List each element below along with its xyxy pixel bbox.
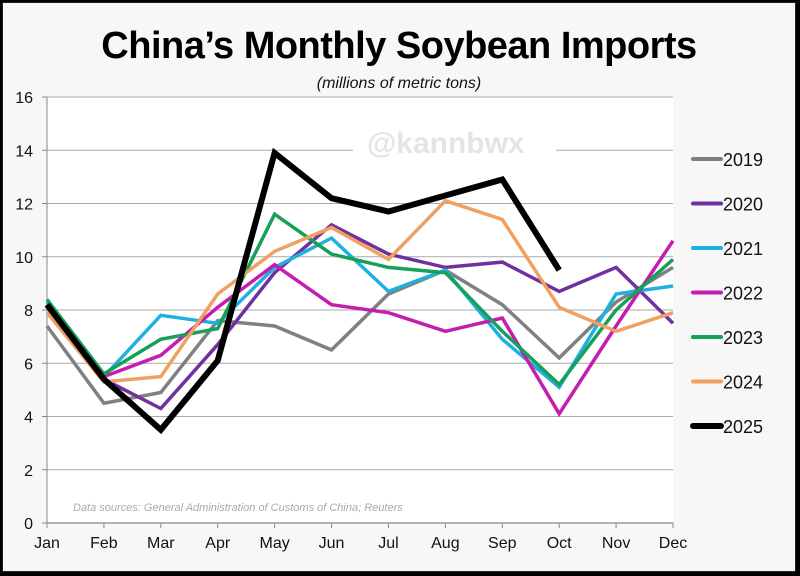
legend-item-2021: 2021 xyxy=(691,239,763,259)
legend-label: 2019 xyxy=(723,150,763,170)
chart-title: China’s Monthly Soybean Imports xyxy=(101,25,697,67)
x-tick-label: Oct xyxy=(547,535,572,552)
series-line-2020 xyxy=(45,222,675,411)
y-tick-label: 0 xyxy=(24,516,33,533)
legend-item-2025: 2025 xyxy=(690,417,763,437)
legend-item-2024: 2024 xyxy=(691,373,763,393)
source-note: Data sources: General Administration of … xyxy=(73,502,403,514)
y-tick-label: 8 xyxy=(24,303,33,320)
legend-label: 2023 xyxy=(723,328,763,348)
legend-label: 2021 xyxy=(723,239,763,259)
y-axis: 0 2 4 6 8 10 12 14 16 xyxy=(15,90,48,533)
x-tick-label: Jan xyxy=(34,535,60,552)
legend-item-2020: 2020 xyxy=(691,195,763,215)
watermark: @kannbwx xyxy=(367,127,525,160)
series-line-2023 xyxy=(45,211,675,388)
x-tick-label: Sep xyxy=(488,535,517,552)
series-line-2019 xyxy=(45,265,674,406)
y-tick-label: 2 xyxy=(24,463,33,480)
chart-subtitle: (millions of metric tons) xyxy=(316,75,482,92)
legend-item-2023: 2023 xyxy=(691,328,763,348)
series-line-2024 xyxy=(45,198,674,384)
x-tick-label: Mar xyxy=(147,535,175,552)
y-tick-label: 16 xyxy=(15,90,33,107)
y-tick-label: 14 xyxy=(15,143,33,160)
y-tick-label: 10 xyxy=(15,250,33,267)
x-tick-label: Aug xyxy=(431,535,459,552)
y-tick-label: 4 xyxy=(24,410,33,427)
series-line-2025 xyxy=(44,147,562,435)
series-lines xyxy=(44,147,675,435)
legend-item-2022: 2022 xyxy=(691,284,763,304)
x-axis: Jan Feb Mar Apr May Jun Jul Aug Sep Oct Nov Dec xyxy=(34,522,687,552)
x-tick-label: Feb xyxy=(90,535,118,552)
y-tick-label: 12 xyxy=(15,197,33,214)
x-tick-label: May xyxy=(260,535,290,552)
x-tick-label: Nov xyxy=(602,535,630,552)
x-tick-label: Jul xyxy=(378,535,398,552)
x-tick-label: Apr xyxy=(205,535,231,552)
legend-label: 2020 xyxy=(723,195,763,215)
legend-item-2019: 2019 xyxy=(691,150,763,170)
y-tick-label: 6 xyxy=(24,356,33,373)
series-line-2022 xyxy=(45,239,675,418)
legend: 2019 2020 2021 2022 2023 2024 2025 xyxy=(690,150,763,437)
legend-label: 2022 xyxy=(723,284,763,304)
x-tick-label: Dec xyxy=(659,535,687,552)
line-chart: @kannbwx 0 2 4 6 8 10 12 14 16 Jan Feb Mar Apr May Ju… xyxy=(15,90,763,552)
legend-label: 2024 xyxy=(723,373,763,393)
legend-label: 2025 xyxy=(723,417,763,437)
x-tick-label: Jun xyxy=(319,535,345,552)
